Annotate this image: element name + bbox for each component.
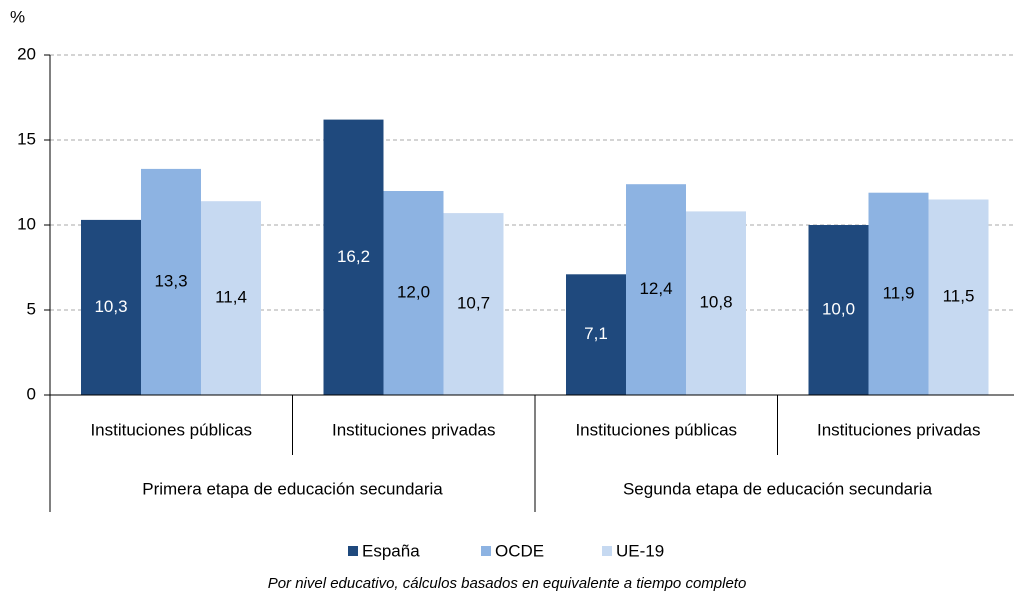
legend-label: OCDE — [495, 541, 544, 560]
bar — [443, 213, 504, 395]
group-label: Segunda etapa de educación secundaria — [623, 479, 933, 498]
legend-label: España — [362, 541, 420, 560]
data-label: 12,0 — [397, 282, 430, 301]
legend-swatch — [602, 546, 612, 556]
y-axis-label: % — [10, 7, 25, 26]
x-tick-label: Instituciones privadas — [817, 420, 980, 439]
x-tick-label: Instituciones públicas — [90, 420, 252, 439]
data-label: 12,4 — [639, 279, 672, 298]
bar — [566, 274, 626, 395]
group-label: Primera etapa de educación secundaria — [142, 479, 443, 498]
bar — [928, 199, 989, 395]
data-label: 10,7 — [457, 294, 490, 313]
y-tick-label: 10 — [17, 214, 36, 233]
bar — [383, 191, 444, 395]
bar — [868, 192, 929, 395]
data-label: 10,3 — [94, 297, 127, 316]
bar — [81, 219, 141, 395]
bar — [808, 225, 869, 395]
y-tick-label: 15 — [17, 129, 36, 148]
y-tick-label: 0 — [27, 384, 36, 403]
x-tick-label: Instituciones públicas — [575, 420, 737, 439]
legend-label: UE-19 — [616, 541, 664, 560]
data-label: 11,9 — [883, 283, 915, 302]
data-label: 11,5 — [943, 287, 975, 306]
legend-swatch — [348, 546, 358, 556]
bar — [141, 168, 201, 395]
footnote: Por nivel educativo, cálculos basados en… — [268, 575, 747, 592]
bar — [201, 201, 261, 395]
bar — [323, 119, 384, 395]
bar — [686, 211, 746, 395]
y-tick-label: 20 — [17, 44, 36, 63]
data-label: 13,3 — [154, 271, 187, 290]
data-label: 10,8 — [699, 293, 732, 312]
x-tick-label: Instituciones privadas — [332, 420, 495, 439]
bar — [626, 184, 686, 395]
data-label: 16,2 — [337, 247, 370, 266]
data-label: 10,0 — [822, 299, 855, 318]
data-label: 11,4 — [215, 288, 247, 307]
y-tick-label: 5 — [27, 299, 36, 318]
legend-swatch — [481, 546, 491, 556]
data-label: 7,1 — [584, 324, 608, 343]
